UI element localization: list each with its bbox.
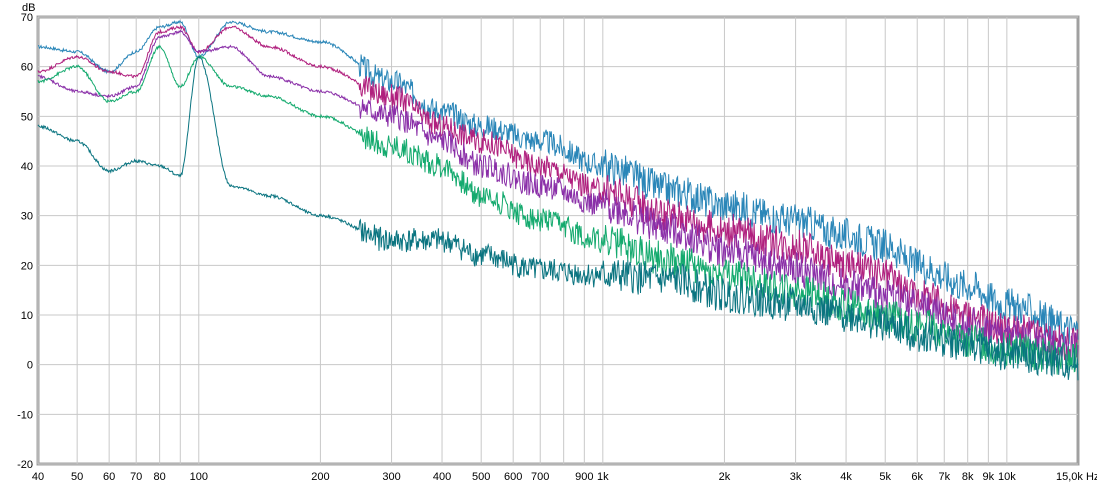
y-axis-label: dB: [22, 2, 35, 14]
x-tick-label: 900: [575, 471, 593, 483]
x-tick-label: 60: [103, 471, 115, 483]
y-tick-label: -20: [17, 459, 33, 471]
x-tick-label: 700: [531, 471, 549, 483]
series-line-teal: [37, 55, 1079, 381]
y-tick-labels: 70 60 50 40 30 20 10 0 -10 -20: [17, 12, 33, 471]
x-tick-label: 40: [32, 471, 44, 483]
x-tick-label: 400: [433, 471, 451, 483]
x-tick-label: 70: [130, 471, 142, 483]
y-tick-label: 60: [21, 62, 33, 74]
series-line-purple: [37, 29, 1079, 366]
x-tick-label: 5k: [879, 471, 891, 483]
x-tick-label: 3k: [790, 471, 802, 483]
y-tick-label: 40: [21, 161, 33, 173]
grid: [37, 16, 1078, 465]
x-tick-label: 1k: [597, 471, 609, 483]
y-tick-label: 10: [21, 310, 33, 322]
x-tick-label: 200: [311, 471, 329, 483]
plot-area: [36, 15, 1080, 466]
x-tick-label: 9k: [983, 471, 995, 483]
x-tick-label: 50: [71, 471, 83, 483]
x-tick-label: 10k: [998, 471, 1016, 483]
y-tick-label: -10: [17, 409, 33, 421]
x-tick-label: 100: [190, 471, 208, 483]
y-tick-label: 30: [21, 211, 33, 223]
x-tick-label: 2k: [719, 471, 731, 483]
series-line-magenta: [37, 24, 1078, 362]
series-line-green: [37, 44, 1079, 375]
y-tick-label: 0: [27, 360, 33, 372]
x-tick-label: 4k: [840, 471, 852, 483]
x-tick-label: 6k: [911, 471, 923, 483]
x-tick-label: 300: [382, 471, 400, 483]
x-tick-label: 500: [472, 471, 490, 483]
x-tick-label: 15,0k Hz: [1056, 471, 1097, 483]
x-tick-label: 8k: [962, 471, 974, 483]
x-tick-label: 80: [154, 471, 166, 483]
x-tick-labels: 40 50 60 70 80 100 200 300 400 500 600 700 900 1k 2k 3k…: [32, 471, 1097, 483]
x-tick-label: 600: [504, 471, 522, 483]
y-tick-label: 50: [21, 111, 33, 123]
y-tick-label: 70: [21, 12, 33, 24]
x-tick-label: 7k: [938, 471, 950, 483]
y-tick-label: 20: [21, 260, 33, 272]
series-group: [37, 19, 1079, 381]
